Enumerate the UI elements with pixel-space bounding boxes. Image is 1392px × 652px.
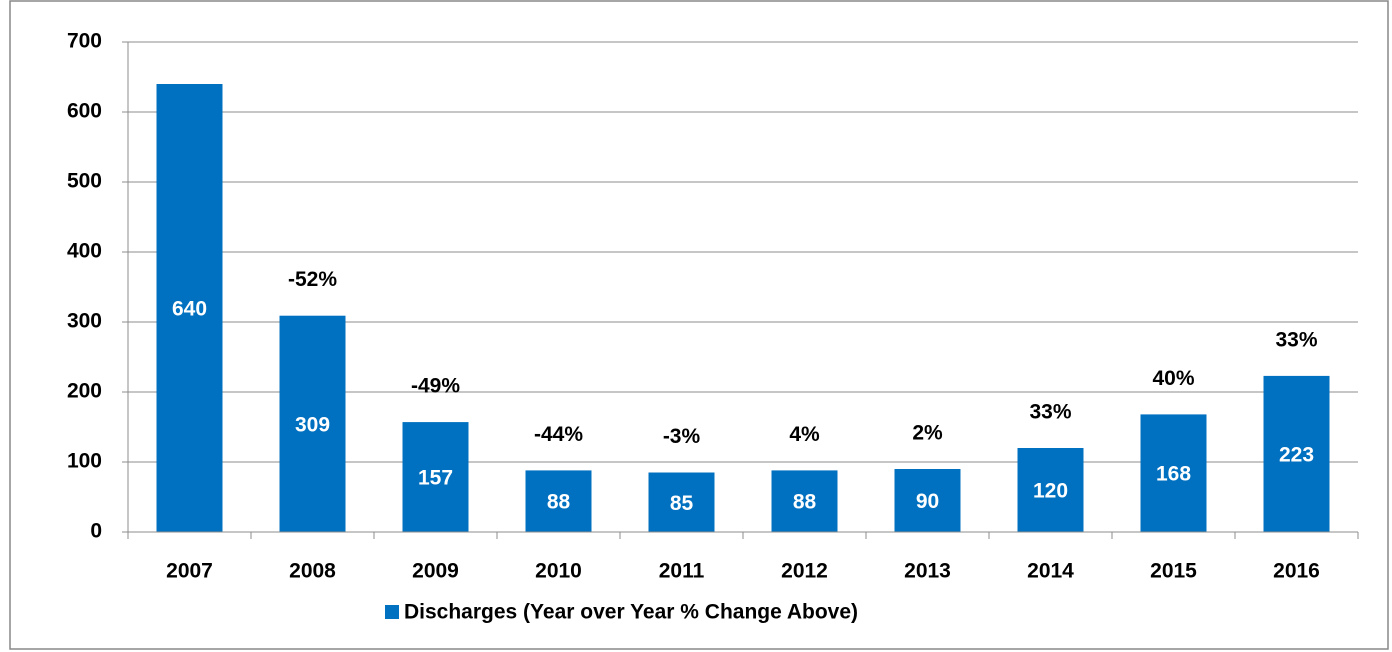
bar [156,84,223,532]
y-tick-label: 300 [67,310,102,333]
value-label: 85 [670,492,694,515]
bar [648,472,715,532]
bar [402,422,469,532]
y-tick-label: 700 [67,30,102,53]
bar [771,470,838,532]
y-tick-label: 200 [67,380,102,403]
x-tick-label: 2016 [1273,560,1320,583]
change-label: -49% [411,375,460,398]
y-tick-label: 400 [67,240,102,263]
value-label: 90 [916,490,939,513]
value-label: 223 [1279,443,1314,466]
change-label: 40% [1152,367,1194,390]
change-label: -3% [663,425,701,448]
bar [894,469,961,532]
y-tick-label: 500 [67,170,102,193]
change-label: -44% [534,423,583,446]
y-tick-label: 0 [90,520,102,543]
legend-swatch [385,605,399,619]
x-tick-label: 2010 [535,560,582,583]
legend-label: Discharges (Year over Year % Change Abov… [404,601,858,624]
value-label: 309 [295,413,330,436]
change-label: 4% [789,423,820,446]
x-tick-label: 2014 [1027,560,1074,583]
change-label: -52% [288,268,337,291]
x-tick-label: 2013 [904,560,951,583]
value-label: 88 [547,491,571,514]
change-label: 33% [1029,401,1071,424]
bar [279,315,346,532]
bar [1140,414,1207,532]
value-label: 120 [1033,480,1068,503]
value-label: 168 [1156,463,1191,486]
x-tick-label: 2012 [781,560,828,583]
change-label: 33% [1275,328,1317,351]
chart-frame [9,0,1389,650]
value-label: 157 [418,467,453,490]
bar [525,470,592,532]
y-tick-label: 600 [67,100,102,123]
x-tick-label: 2015 [1150,560,1197,583]
bar [1263,375,1330,532]
x-tick-label: 2007 [166,560,213,583]
value-label: 88 [793,491,817,514]
value-label: 640 [172,298,207,321]
x-tick-label: 2011 [659,560,705,583]
x-tick-label: 2009 [412,560,459,583]
bar [1017,448,1084,532]
x-tick-label: 2008 [289,560,336,583]
y-tick-label: 100 [67,450,102,473]
change-label: 2% [912,422,943,445]
